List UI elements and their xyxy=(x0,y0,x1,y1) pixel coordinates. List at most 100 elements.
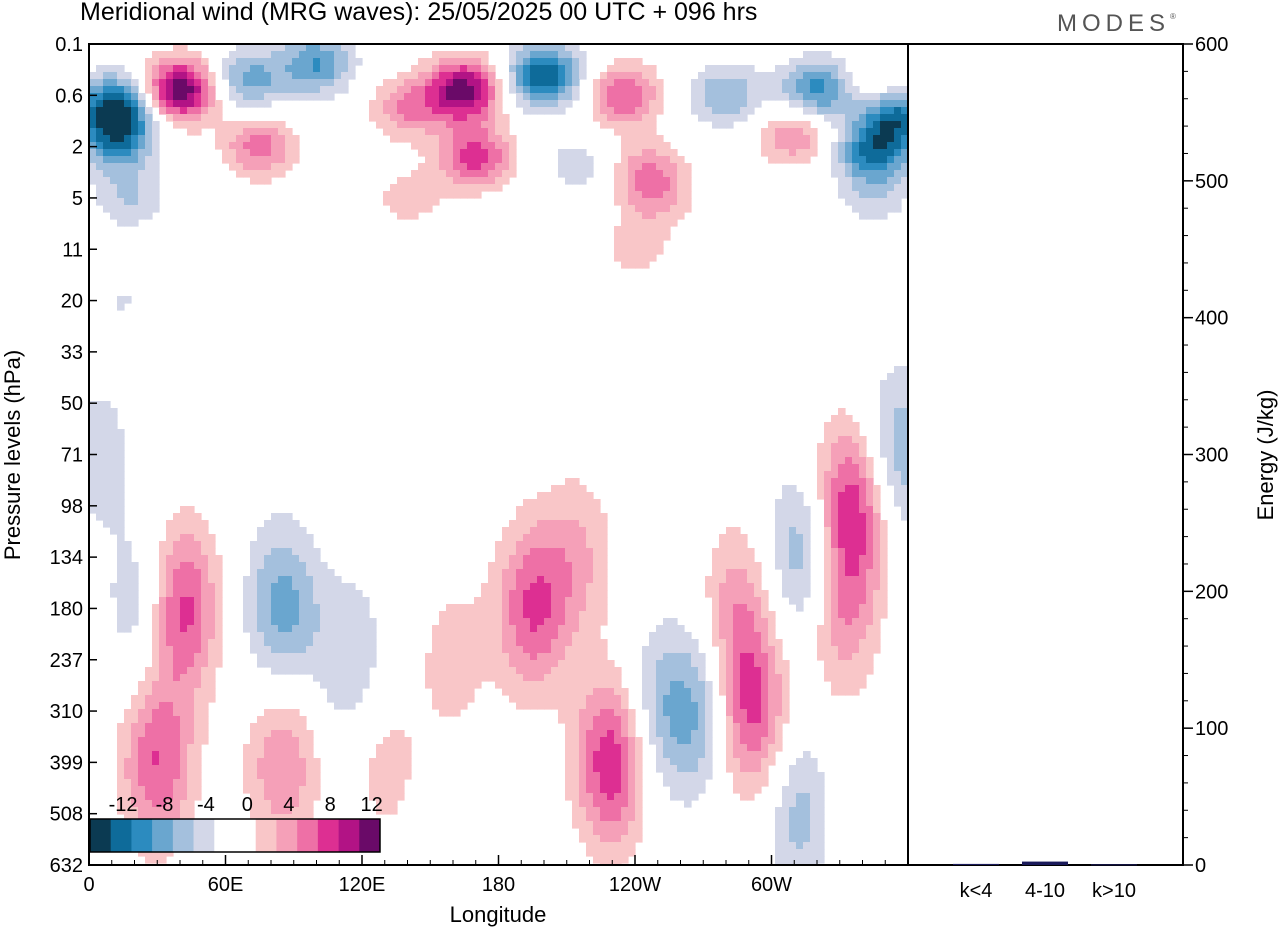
heatmap-cell xyxy=(817,821,825,829)
heatmap-cell xyxy=(523,653,531,661)
heatmap-cell xyxy=(180,793,188,801)
heatmap-cell xyxy=(558,569,566,577)
heatmap-cell xyxy=(852,450,860,458)
heatmap-cell xyxy=(145,114,153,122)
heatmap-cell xyxy=(89,100,97,108)
heatmap-cell xyxy=(187,639,195,647)
heatmap-cell xyxy=(299,590,307,598)
heatmap-cell xyxy=(404,751,412,759)
heatmap-cell xyxy=(285,793,293,801)
heatmap-cell xyxy=(201,548,209,556)
heatmap-cell xyxy=(747,646,755,654)
heatmap-cell xyxy=(362,597,370,605)
heatmap-cell xyxy=(733,569,741,577)
heatmap-cell xyxy=(880,611,888,619)
heatmap-cell xyxy=(138,849,146,857)
heatmap-cell xyxy=(663,646,671,654)
heatmap-cell xyxy=(789,135,797,143)
heatmap-cell xyxy=(250,79,258,87)
heatmap-cell xyxy=(719,569,727,577)
heatmap-cell xyxy=(327,604,335,612)
heatmap-cell xyxy=(642,114,650,122)
heatmap-cell xyxy=(278,611,286,619)
heatmap-cell xyxy=(453,695,461,703)
heatmap-cell xyxy=(740,695,748,703)
heatmap-cell xyxy=(187,597,195,605)
heatmap-cell xyxy=(754,590,762,598)
heatmap-cell xyxy=(334,639,342,647)
heatmap-cell xyxy=(180,646,188,654)
heatmap-cell xyxy=(782,674,790,682)
heatmap-cell xyxy=(362,674,370,682)
heatmap-cell xyxy=(565,758,573,766)
heatmap-cell xyxy=(418,149,426,157)
heatmap-cell xyxy=(782,128,790,136)
heatmap-cell xyxy=(355,660,363,668)
heatmap-cell xyxy=(887,464,895,472)
heatmap-cell xyxy=(215,562,223,570)
heatmap-cell xyxy=(712,100,720,108)
heatmap-cell xyxy=(775,93,783,101)
heatmap-cell xyxy=(656,751,664,759)
heatmap-cell xyxy=(236,58,244,66)
heatmap-cell xyxy=(481,128,489,136)
heatmap-cell xyxy=(544,548,552,556)
heatmap-cell xyxy=(292,149,300,157)
heatmap-cell xyxy=(159,555,167,563)
heatmap-cell xyxy=(404,772,412,780)
heatmap-cell xyxy=(257,93,265,101)
heatmap-cell xyxy=(817,457,825,465)
heatmap-cell xyxy=(754,625,762,633)
heatmap-cell xyxy=(572,674,580,682)
heatmap-cell xyxy=(187,583,195,591)
heatmap-cell xyxy=(852,681,860,689)
heatmap-cell xyxy=(481,625,489,633)
heatmap-cell xyxy=(614,786,622,794)
heatmap-cell xyxy=(117,758,125,766)
heatmap-cell xyxy=(215,604,223,612)
heatmap-cell xyxy=(733,590,741,598)
heatmap-cell xyxy=(614,226,622,234)
heatmap-cell xyxy=(894,177,902,185)
heatmap-cell xyxy=(754,716,762,724)
heatmap-cell xyxy=(768,121,776,129)
heatmap-cell xyxy=(509,520,517,528)
heatmap-cell xyxy=(439,709,447,717)
heatmap-cell xyxy=(124,296,132,304)
heatmap-cell xyxy=(488,590,496,598)
heatmap-cell xyxy=(222,58,230,66)
heatmap-cell xyxy=(747,632,755,640)
heatmap-cell xyxy=(201,723,209,731)
heatmap-cell xyxy=(894,93,902,101)
heatmap-cell xyxy=(341,611,349,619)
heatmap-cell xyxy=(313,611,321,619)
heatmap-cell xyxy=(873,492,881,500)
heatmap-cell xyxy=(166,611,174,619)
heatmap-cell xyxy=(341,639,349,647)
heatmap-cell xyxy=(313,758,321,766)
heatmap-cell xyxy=(257,534,265,542)
heatmap-cell xyxy=(264,779,272,787)
heatmap-cell xyxy=(572,793,580,801)
heatmap-cell xyxy=(194,625,202,633)
heatmap-cell xyxy=(782,86,790,94)
heatmap-cell xyxy=(208,576,216,584)
heatmap-cell xyxy=(166,758,174,766)
heatmap-cell xyxy=(327,72,335,80)
heatmap-cell xyxy=(873,590,881,598)
heatmap-cell xyxy=(488,653,496,661)
heatmap-cell xyxy=(264,604,272,612)
heatmap-cell xyxy=(782,79,790,87)
heatmap-cell xyxy=(180,674,188,682)
heatmap-cell xyxy=(593,597,601,605)
heatmap-cell xyxy=(754,681,762,689)
heatmap-cell xyxy=(271,569,279,577)
heatmap-cell xyxy=(894,478,902,486)
heatmap-cell xyxy=(145,142,153,150)
heatmap-cell xyxy=(747,793,755,801)
heatmap-cell xyxy=(705,86,713,94)
heatmap-cell xyxy=(278,527,286,535)
heatmap-cell xyxy=(628,793,636,801)
heatmap-cell xyxy=(152,772,160,780)
heatmap-cell xyxy=(369,107,377,115)
